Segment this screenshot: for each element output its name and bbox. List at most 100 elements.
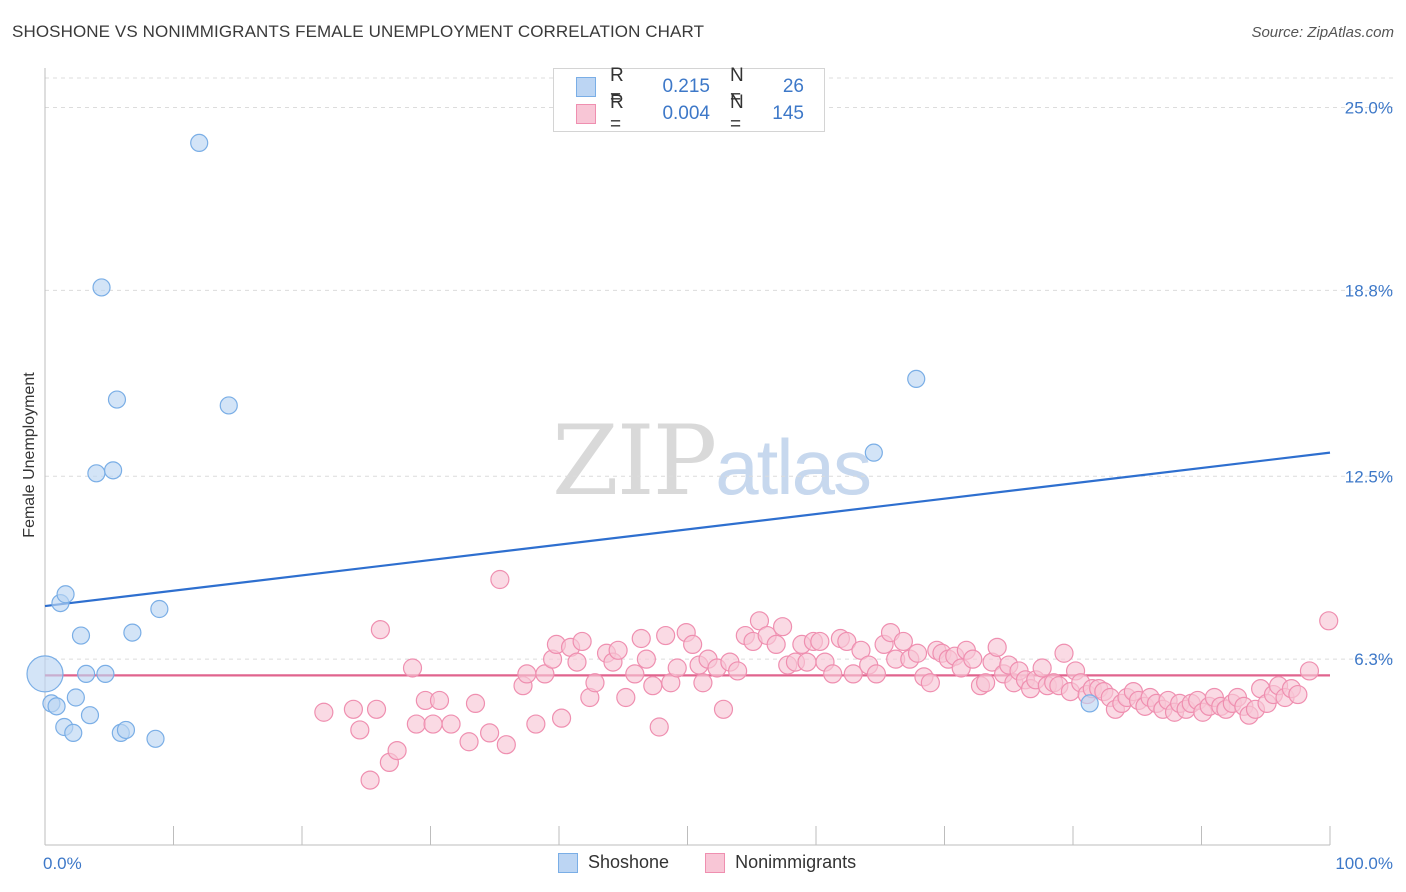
point-nonimmigrants [608, 640, 628, 660]
point-nonimmigrants [772, 617, 793, 637]
point-nonimmigrants [893, 631, 913, 652]
point-nonimmigrants [851, 640, 871, 660]
point-nonimmigrants [976, 673, 996, 693]
point-nonimmigrants [766, 634, 786, 655]
legend-n-value: 145 [772, 103, 804, 124]
data-points [26, 133, 1339, 790]
point-nonimmigrants [625, 664, 645, 684]
point-nonimmigrants [314, 702, 334, 722]
point-nonimmigrants [551, 708, 572, 728]
legend-r-value: 0.215 [662, 76, 710, 97]
legend-n-label: N = [730, 65, 744, 108]
legend-n-value: 26 [782, 76, 804, 97]
point-nonimmigrants [480, 723, 500, 743]
watermark-zip: ZIP [552, 405, 717, 517]
point-nonimmigrants [517, 664, 537, 684]
point-nonimmigrants [465, 693, 486, 714]
y-tick-label: 18.8% [1345, 281, 1393, 300]
legend-row-shoshone: R = 0.215 N = 26 [576, 65, 804, 108]
point-nonimmigrants [1299, 661, 1320, 681]
point-nonimmigrants [963, 649, 983, 669]
point-shoshone [907, 369, 926, 388]
point-nonimmigrants [370, 620, 390, 640]
point-shoshone [1080, 694, 1099, 713]
point-nonimmigrants [526, 714, 546, 734]
point-nonimmigrants [1319, 611, 1339, 631]
point-nonimmigrants [636, 649, 656, 669]
point-shoshone [92, 278, 111, 297]
tick-labels: 6.3% 12.5% 18.8% 25.0% 0.0% 100.0% [43, 99, 1393, 874]
point-nonimmigrants [713, 699, 734, 719]
point-shoshone [116, 720, 136, 740]
point-nonimmigrants [643, 676, 663, 696]
point-nonimmigrants [406, 714, 426, 734]
point-nonimmigrants [649, 717, 669, 737]
point-nonimmigrants [402, 658, 423, 678]
point-nonimmigrants [459, 732, 479, 752]
legend-r-label: R = [610, 92, 624, 135]
point-nonimmigrants [728, 661, 748, 681]
grid-lines [45, 77, 1395, 660]
point-shoshone [107, 390, 127, 409]
point-shoshone [47, 697, 66, 716]
y-tick-label: 12.5% [1345, 467, 1393, 486]
watermark-atlas: atlas [715, 423, 872, 511]
series-swatch-nonimmigrants [705, 852, 726, 873]
point-nonimmigrants [823, 664, 843, 684]
watermark: ZIPatlas [552, 405, 872, 517]
point-nonimmigrants [693, 673, 713, 693]
point-nonimmigrants [749, 611, 770, 631]
point-nonimmigrants [797, 652, 817, 672]
point-nonimmigrants [423, 714, 443, 734]
point-nonimmigrants [572, 631, 592, 652]
point-nonimmigrants [1032, 658, 1052, 678]
point-nonimmigrants [810, 631, 830, 652]
source-label: Source: ZipAtlas.com [1251, 24, 1394, 41]
point-shoshone [146, 729, 165, 748]
point-nonimmigrants [843, 664, 863, 684]
correlation-legend: R = 0.215 N = 26 R = 0.004 N = 145 [553, 65, 825, 135]
axes [44, 68, 1331, 846]
point-shoshone [123, 623, 142, 642]
x-tick-label-max: 100.0% [1335, 854, 1393, 873]
point-shoshone [96, 664, 115, 684]
point-nonimmigrants [907, 643, 928, 663]
point-nonimmigrants [429, 690, 450, 711]
point-shoshone [87, 464, 106, 483]
point-shoshone [150, 599, 169, 619]
point-shoshone [56, 585, 75, 604]
point-nonimmigrants [631, 628, 651, 649]
point-nonimmigrants [585, 673, 605, 693]
series-label-nonimmigrants: Nonimmigrants [735, 852, 857, 872]
series-legend: Shoshone Nonimmigrants [558, 852, 892, 873]
point-shoshone [64, 723, 83, 743]
legend-n-label: N = [730, 92, 744, 135]
series-legend-nonimmigrants: Nonimmigrants [705, 852, 856, 873]
point-nonimmigrants [667, 658, 687, 678]
point-nonimmigrants [866, 664, 886, 684]
point-nonimmigrants [387, 740, 407, 761]
point-shoshone [104, 461, 123, 480]
point-shoshone [190, 133, 209, 152]
legend-swatch-nonimmigrants [576, 104, 596, 124]
point-nonimmigrants [350, 720, 370, 740]
point-nonimmigrants [616, 687, 636, 708]
trend-lines [44, 451, 1331, 677]
point-nonimmigrants [441, 714, 461, 734]
point-nonimmigrants [360, 770, 380, 790]
y-axis-label: Female Unemployment [21, 372, 38, 538]
point-nonimmigrants [837, 631, 857, 652]
trend-line-shoshone [44, 451, 1331, 608]
point-shoshone [26, 655, 64, 693]
series-label-shoshone: Shoshone [588, 852, 670, 872]
point-shoshone [71, 626, 91, 645]
point-shoshone [66, 688, 85, 707]
point-shoshone [80, 706, 100, 725]
legend-r-value: 0.004 [662, 103, 710, 124]
point-nonimmigrants [567, 652, 587, 672]
point-nonimmigrants [496, 735, 516, 755]
chart-title: SHOSHONE VS NONIMMIGRANTS FEMALE UNEMPLO… [12, 22, 705, 41]
point-shoshone [219, 396, 238, 415]
point-nonimmigrants [1054, 643, 1074, 663]
